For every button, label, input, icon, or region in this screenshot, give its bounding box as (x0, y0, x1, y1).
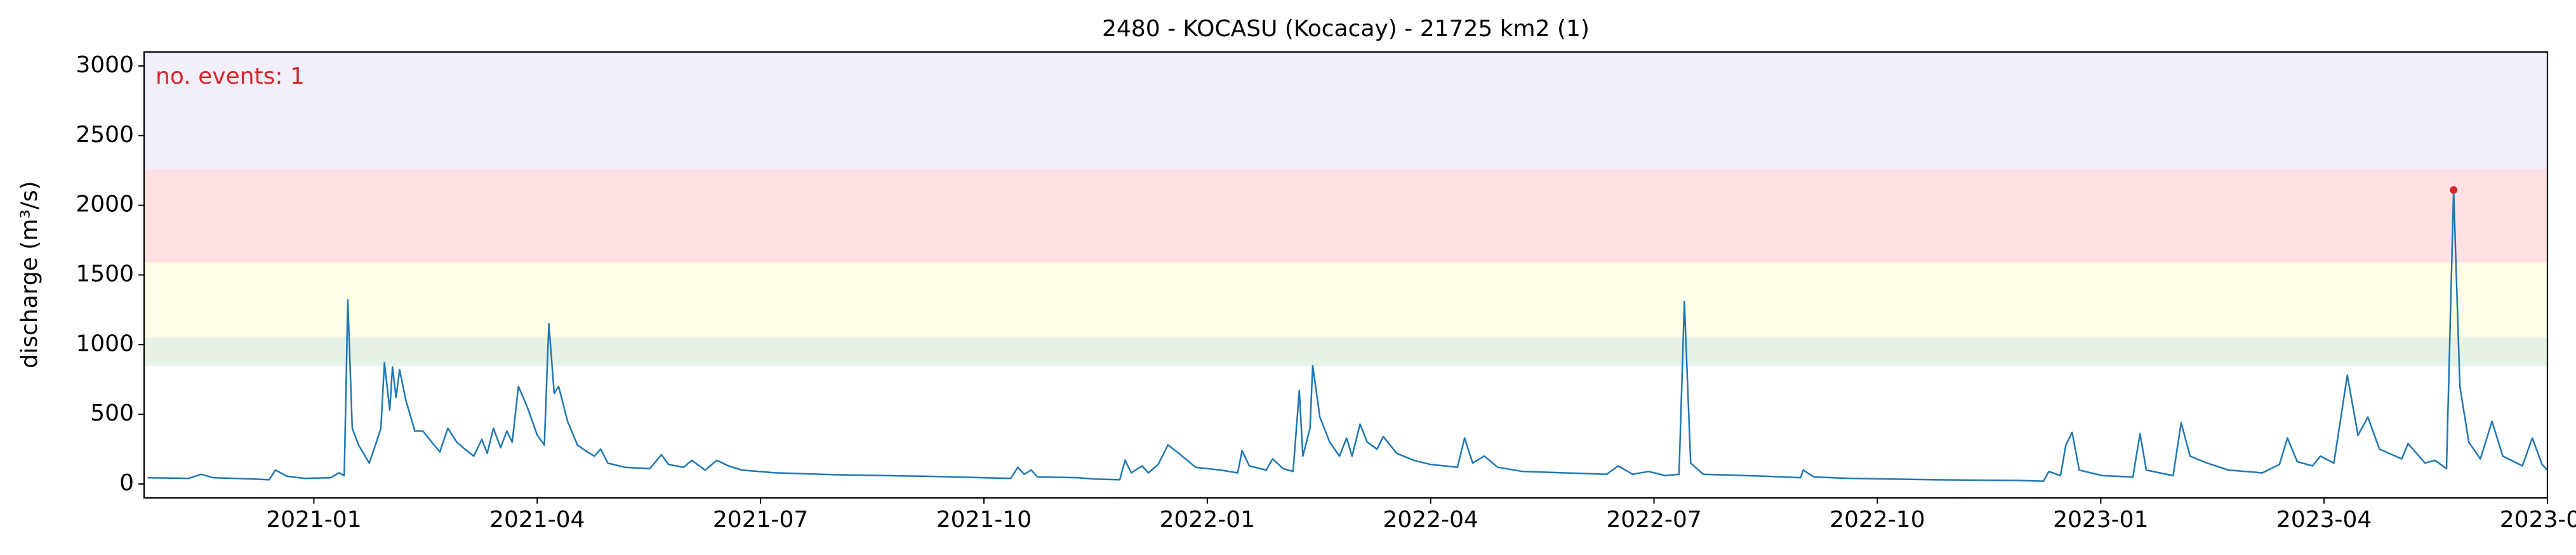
y-tick-label: 2000 (76, 192, 134, 218)
x-tick-label: 2021-04 (489, 507, 585, 533)
x-tick-label: 2023-04 (2276, 507, 2372, 533)
x-tick-label: 2021-10 (936, 507, 1032, 533)
x-tick-label: 2021-07 (713, 507, 808, 533)
x-tick-label: 2022-01 (1160, 507, 1255, 533)
axes-frame (143, 51, 2549, 499)
threshold-band (144, 337, 2547, 366)
y-tick-label: 0 (119, 470, 134, 496)
y-tick-label: 1000 (76, 330, 134, 356)
y-tick-label: 2500 (76, 122, 134, 148)
x-tick-label: 2023-07 (2500, 507, 2576, 533)
x-tick-label: 2023-01 (2053, 507, 2148, 533)
y-tick-label: 500 (90, 400, 134, 426)
chart-title: 2480 - KOCASU (Kocacay) - 21725 km2 (1) (1102, 16, 1590, 42)
discharge-line (147, 189, 2548, 482)
y-tick-label: 3000 (76, 52, 134, 78)
x-tick-label: 2022-10 (1829, 507, 1925, 533)
events-annotation: no. events: 1 (156, 63, 305, 89)
x-tick-label: 2022-07 (1606, 507, 1701, 533)
y-tick-label: 1500 (76, 261, 134, 287)
y-axis-label: discharge (m³/s) (17, 181, 43, 368)
x-tick-label: 2021-01 (266, 507, 361, 533)
threshold-band (144, 169, 2547, 263)
x-tick-label: 2022-04 (1383, 507, 1478, 533)
event-marker (2450, 186, 2458, 194)
threshold-band (144, 52, 2547, 169)
threshold-band (144, 262, 2547, 337)
